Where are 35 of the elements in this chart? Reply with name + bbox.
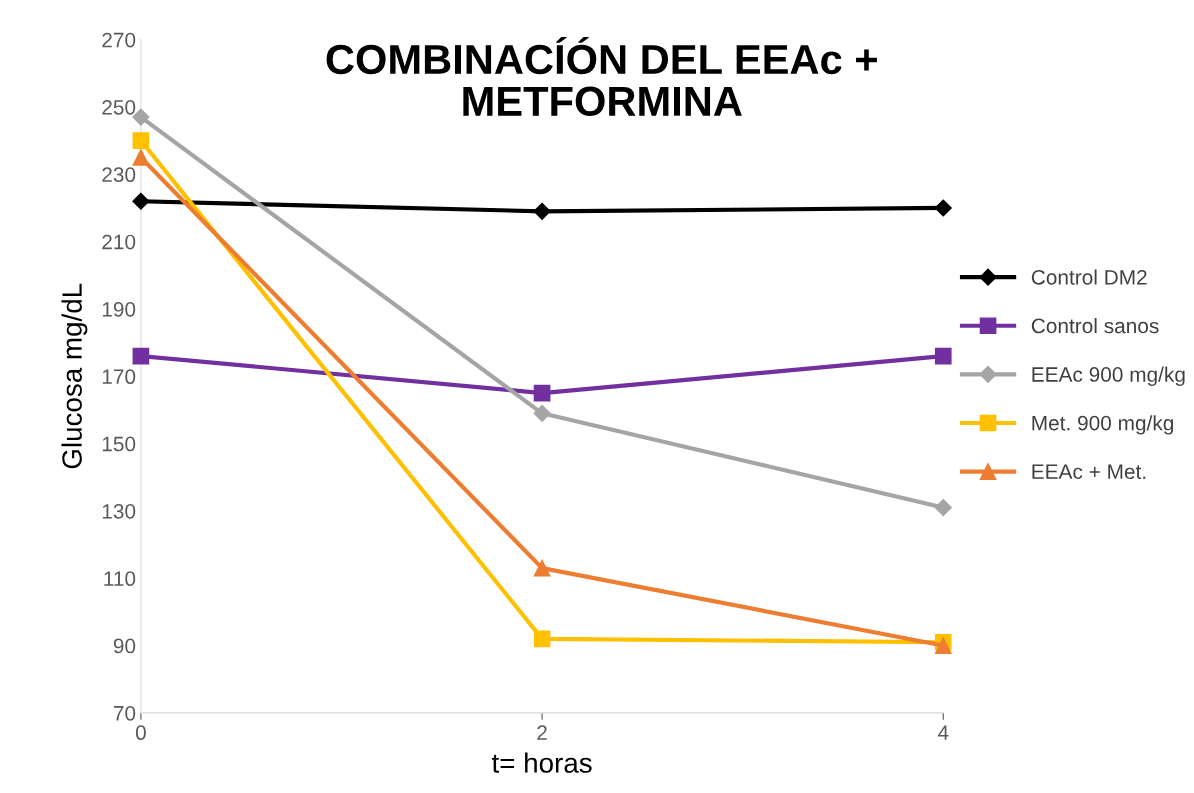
y-tick-label: 110 xyxy=(104,571,136,587)
x-tick-label: 0 xyxy=(135,725,146,741)
legend-label: EEAc 900 mg/kg xyxy=(1032,366,1185,386)
y-tick-label: 210 xyxy=(102,234,136,250)
x-tick-label: 4 xyxy=(937,725,949,740)
y-tick-label: 250 xyxy=(102,99,136,115)
chart-title: COMBINACÍÓN DEL EEAc + METFORMINA xyxy=(326,36,877,117)
y-tick-label: 90 xyxy=(113,638,136,654)
y-tick-label: 130 xyxy=(102,503,136,519)
point xyxy=(934,199,952,217)
y-axis-title: Glucosa mg/dL xyxy=(61,283,88,469)
legend-label: EEAc + Met. xyxy=(1032,464,1146,480)
y-tick-label: 190 xyxy=(102,301,136,317)
x-tick-label: 2 xyxy=(537,725,547,740)
point xyxy=(934,637,952,654)
legend-label: Control sanos xyxy=(1031,317,1159,334)
legend-label: Met. 900 mg/kg xyxy=(1032,415,1173,435)
point xyxy=(533,559,551,577)
point xyxy=(132,149,150,166)
point xyxy=(533,384,551,402)
y-tick-label: 150 xyxy=(102,436,136,452)
point xyxy=(132,192,150,210)
legend-label: Control DM2 xyxy=(1031,269,1147,285)
point xyxy=(132,132,150,149)
y-tick-label: 170 xyxy=(102,369,136,385)
x-axis-title: t= horas xyxy=(491,752,592,773)
point xyxy=(533,404,551,422)
y-tick-label: 230 xyxy=(102,167,136,183)
y-tick-label: 270 xyxy=(102,32,136,48)
y-tick-label: 70 xyxy=(113,705,136,721)
point xyxy=(934,347,952,365)
point xyxy=(132,347,150,365)
point xyxy=(533,630,551,648)
point xyxy=(934,499,952,517)
point xyxy=(533,202,551,220)
